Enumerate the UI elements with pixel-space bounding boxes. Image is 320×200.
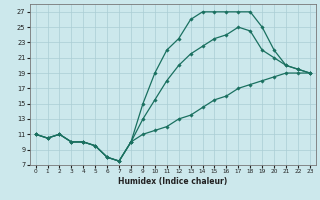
X-axis label: Humidex (Indice chaleur): Humidex (Indice chaleur)	[118, 177, 227, 186]
